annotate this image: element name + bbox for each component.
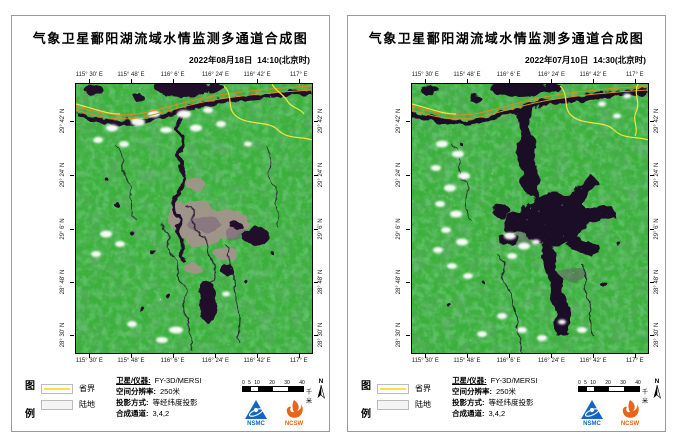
lat-label: 29° 24' N	[318, 162, 324, 188]
legend-block: 图 例 省界 陆地 卫星/仪器: FY-3D/MERSI 空间分辨率: 250米 投…	[348, 361, 665, 431]
observation-panel-right: 气象卫星鄱阳湖流域水情监测多通道合成图 2022年07月10日 14:30(北京…	[347, 15, 666, 432]
lon-label: 117° E	[289, 72, 308, 78]
tick-marks-top	[411, 79, 649, 83]
land-swatch	[377, 399, 409, 410]
lon-label: 116° 6' E	[160, 358, 185, 364]
observation-datetime: 2022年08月18日 14:10(北京时)	[189, 55, 310, 65]
lon-label: 117° E	[625, 72, 644, 78]
lon-label: 115° 30' E	[75, 72, 103, 78]
longitude-labels-top: 115° 30' E 115° 48' E 116° 6' E 116° 24'…	[75, 72, 313, 80]
lon-label: 115° 48' E	[453, 358, 481, 364]
lon-label: 116° 42' E	[243, 72, 271, 78]
lon-label: 115° 48' E	[117, 358, 145, 364]
lat-label: 28° 48' N	[318, 269, 324, 295]
lon-label: 116° 42' E	[579, 358, 607, 364]
lat-label: 29° 24' N	[654, 162, 660, 188]
lat-label: 29° 6' N	[654, 218, 660, 240]
lon-label: 116° 6' E	[160, 72, 185, 78]
longitude-labels-top: 115° 30' E 115° 48' E 116° 6' E 116° 24'…	[411, 72, 649, 80]
lon-label: 116° 24' E	[201, 358, 229, 364]
ncsw-logo-icon: NCSW	[613, 399, 647, 427]
satellite-map-drought	[75, 83, 313, 354]
lon-label: 115° 30' E	[411, 358, 439, 364]
lon-label: 116° 42' E	[579, 72, 607, 78]
legend-header: 图 例	[25, 381, 35, 420]
lat-label: 28° 30' N	[60, 322, 66, 348]
legend-item-land: 陆地	[377, 399, 431, 410]
lon-label: 116° 24' E	[537, 358, 565, 364]
lon-label: 116° 24' E	[201, 72, 229, 78]
lat-label: 29° 24' N	[396, 162, 402, 188]
lat-label: 28° 30' N	[396, 322, 402, 348]
lon-label: 115° 48' E	[453, 72, 481, 78]
nsmc-logo-icon: NSMC	[575, 399, 609, 427]
lat-label: 28° 48' N	[396, 269, 402, 295]
longitude-labels-bottom: 115° 30' E 115° 48' E 116° 6' E 116° 24'…	[411, 358, 649, 366]
tick-marks-left	[70, 83, 74, 354]
lon-label: 116° 42' E	[243, 358, 271, 364]
tick-marks-left	[406, 83, 410, 354]
satellite-info: 卫星/仪器: FY-3D/MERSI 空间分辨率: 250米 投影方式: 等经纬度投影…	[452, 376, 538, 418]
lat-label: 29° 42' N	[654, 108, 660, 134]
latitude-labels-right: 29° 42' N 29° 24' N 29° 6' N 28° 48' N 2…	[653, 83, 661, 354]
lon-label: 116° 24' E	[537, 72, 565, 78]
satellite-map-flood	[411, 83, 649, 354]
tick-marks-right	[650, 83, 654, 354]
tick-marks-bottom	[75, 354, 313, 358]
satellite-info: 卫星/仪器: FY-3D/MERSI 空间分辨率: 250米 投影方式: 等经纬度投影…	[116, 376, 202, 418]
lat-label: 29° 6' N	[60, 218, 66, 240]
lat-label: 28° 48' N	[654, 269, 660, 295]
page-title: 气象卫星鄱阳湖流域水情监测多通道合成图	[368, 31, 645, 46]
province-boundary-swatch	[41, 383, 73, 394]
legend-block: 图 例 省界 陆地 卫星/仪器: FY-3D/MERSI 空间分辨率: 250米 投…	[12, 361, 329, 431]
lat-label: 29° 24' N	[60, 162, 66, 188]
lat-label: 28° 30' N	[318, 322, 324, 348]
ncsw-logo-icon: NCSW	[277, 399, 311, 427]
latitude-labels-left: 29° 42' N 29° 24' N 29° 6' N 28° 48' N 2…	[395, 83, 403, 354]
latitude-labels-left: 29° 42' N 29° 24' N 29° 6' N 28° 48' N 2…	[59, 83, 67, 354]
scale-bar-segments	[578, 386, 640, 392]
lat-label: 28° 48' N	[60, 269, 66, 295]
lat-label: 29° 42' N	[60, 108, 66, 134]
tick-marks-top	[75, 79, 313, 83]
land-swatch	[41, 399, 73, 410]
lon-label: 117° E	[289, 358, 308, 364]
tick-marks-bottom	[411, 354, 649, 358]
lat-label: 29° 42' N	[318, 108, 324, 134]
longitude-labels-bottom: 115° 30' E 115° 48' E 116° 6' E 116° 24'…	[75, 358, 313, 366]
lon-label: 117° E	[625, 358, 644, 364]
observation-panel-left: 气象卫星鄱阳湖流域水情监测多通道合成图 2022年08月18日 14:10(北京…	[11, 15, 330, 432]
lon-label: 115° 48' E	[117, 72, 145, 78]
lat-label: 29° 42' N	[396, 108, 402, 134]
lon-label: 116° 6' E	[496, 358, 521, 364]
legend-item-province: 省界	[41, 383, 95, 394]
observation-datetime: 2022年07月10日 14:30(北京时)	[525, 55, 646, 65]
lat-label: 29° 6' N	[318, 218, 324, 240]
legend-item-land: 陆地	[41, 399, 95, 410]
scale-bar-segments	[242, 386, 304, 392]
lat-label: 29° 6' N	[396, 218, 402, 240]
latitude-labels-right: 29° 42' N 29° 24' N 29° 6' N 28° 48' N 2…	[317, 83, 325, 354]
scale-unit: 千米	[306, 390, 313, 405]
tick-marks-right	[314, 83, 318, 354]
lon-label: 115° 30' E	[411, 72, 439, 78]
north-arrow-icon: N	[315, 378, 327, 399]
north-arrow-icon: N	[651, 378, 663, 399]
legend-item-province: 省界	[377, 383, 431, 394]
page-title: 气象卫星鄱阳湖流域水情监测多通道合成图	[32, 31, 309, 46]
lon-label: 116° 6' E	[496, 72, 521, 78]
lon-label: 115° 30' E	[75, 358, 103, 364]
scale-unit: 千米	[642, 390, 649, 405]
legend-header: 图 例	[361, 381, 371, 420]
nsmc-logo-icon: NSMC	[239, 399, 273, 427]
lat-label: 28° 30' N	[654, 322, 660, 348]
province-boundary-swatch	[377, 383, 409, 394]
